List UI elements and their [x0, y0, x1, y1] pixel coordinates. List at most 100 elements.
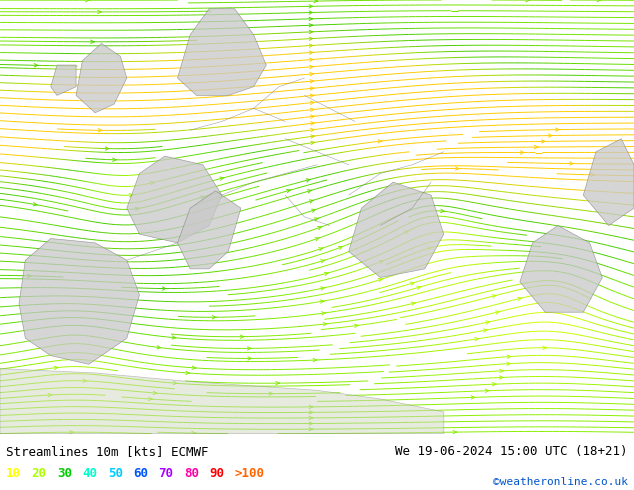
Polygon shape: [178, 191, 241, 269]
FancyArrowPatch shape: [162, 287, 166, 290]
FancyArrowPatch shape: [309, 44, 313, 48]
FancyArrowPatch shape: [507, 362, 511, 366]
FancyArrowPatch shape: [148, 397, 152, 401]
FancyArrowPatch shape: [311, 122, 314, 125]
FancyArrowPatch shape: [500, 376, 503, 379]
FancyArrowPatch shape: [314, 0, 318, 3]
FancyArrowPatch shape: [309, 24, 313, 27]
FancyArrowPatch shape: [521, 151, 524, 154]
FancyArrowPatch shape: [321, 260, 325, 263]
Text: 60: 60: [133, 467, 148, 480]
FancyArrowPatch shape: [309, 416, 313, 419]
Polygon shape: [178, 9, 266, 96]
Text: Streamlines 10m [kts] ECMWF: Streamlines 10m [kts] ECMWF: [6, 445, 209, 458]
FancyArrowPatch shape: [453, 431, 457, 434]
FancyArrowPatch shape: [309, 405, 313, 409]
FancyArrowPatch shape: [313, 359, 317, 362]
FancyArrowPatch shape: [570, 162, 574, 165]
Text: 70: 70: [158, 467, 174, 480]
FancyArrowPatch shape: [200, 196, 205, 199]
FancyArrowPatch shape: [310, 87, 314, 90]
Polygon shape: [520, 225, 602, 312]
Text: 40: 40: [82, 467, 98, 480]
FancyArrowPatch shape: [248, 357, 252, 360]
FancyArrowPatch shape: [404, 231, 409, 234]
FancyArrowPatch shape: [314, 218, 319, 221]
FancyArrowPatch shape: [287, 190, 291, 193]
FancyArrowPatch shape: [379, 261, 384, 264]
FancyArrowPatch shape: [493, 383, 496, 386]
FancyArrowPatch shape: [150, 181, 155, 185]
FancyArrowPatch shape: [309, 5, 313, 8]
FancyArrowPatch shape: [319, 248, 323, 251]
FancyArrowPatch shape: [597, 0, 601, 2]
FancyArrowPatch shape: [153, 391, 157, 394]
FancyArrowPatch shape: [129, 194, 133, 197]
FancyArrowPatch shape: [269, 392, 273, 395]
Text: We 19-06-2024 15:00 UTC (18+21): We 19-06-2024 15:00 UTC (18+21): [395, 445, 628, 458]
FancyArrowPatch shape: [339, 246, 343, 249]
FancyArrowPatch shape: [91, 40, 94, 44]
FancyArrowPatch shape: [192, 431, 196, 435]
FancyArrowPatch shape: [309, 17, 313, 21]
FancyArrowPatch shape: [471, 396, 475, 399]
FancyArrowPatch shape: [507, 355, 511, 358]
FancyArrowPatch shape: [27, 274, 31, 277]
FancyArrowPatch shape: [485, 389, 489, 392]
FancyArrowPatch shape: [500, 369, 503, 372]
FancyArrowPatch shape: [417, 286, 421, 290]
FancyArrowPatch shape: [34, 64, 38, 67]
FancyArrowPatch shape: [135, 207, 139, 211]
Polygon shape: [19, 239, 139, 364]
FancyArrowPatch shape: [276, 382, 280, 385]
FancyArrowPatch shape: [311, 141, 315, 145]
FancyArrowPatch shape: [325, 272, 328, 275]
FancyArrowPatch shape: [496, 311, 500, 314]
FancyArrowPatch shape: [240, 335, 244, 339]
FancyArrowPatch shape: [307, 190, 312, 193]
Text: 80: 80: [184, 467, 199, 480]
FancyArrowPatch shape: [411, 302, 415, 305]
FancyArrowPatch shape: [475, 338, 479, 341]
FancyArrowPatch shape: [309, 200, 314, 203]
FancyArrowPatch shape: [310, 101, 314, 104]
FancyArrowPatch shape: [172, 336, 176, 339]
FancyArrowPatch shape: [310, 73, 314, 76]
FancyArrowPatch shape: [309, 422, 313, 425]
FancyArrowPatch shape: [311, 135, 314, 138]
FancyArrowPatch shape: [33, 202, 37, 206]
FancyArrowPatch shape: [309, 65, 314, 69]
FancyArrowPatch shape: [309, 427, 313, 431]
FancyArrowPatch shape: [219, 196, 223, 199]
FancyArrowPatch shape: [492, 294, 496, 298]
Text: 90: 90: [209, 467, 224, 480]
Text: 50: 50: [108, 467, 123, 480]
FancyArrowPatch shape: [98, 129, 102, 132]
Text: 10: 10: [6, 467, 22, 480]
FancyArrowPatch shape: [410, 282, 415, 285]
FancyArrowPatch shape: [309, 58, 313, 61]
FancyArrowPatch shape: [591, 173, 595, 176]
FancyArrowPatch shape: [83, 379, 87, 382]
FancyArrowPatch shape: [309, 11, 313, 14]
Polygon shape: [127, 156, 222, 243]
FancyArrowPatch shape: [483, 329, 488, 332]
Text: ©weatheronline.co.uk: ©weatheronline.co.uk: [493, 477, 628, 487]
FancyArrowPatch shape: [220, 177, 224, 180]
Text: 20: 20: [32, 467, 47, 480]
FancyArrowPatch shape: [378, 278, 382, 282]
FancyArrowPatch shape: [534, 146, 538, 149]
FancyArrowPatch shape: [543, 346, 547, 349]
FancyArrowPatch shape: [70, 431, 74, 434]
FancyArrowPatch shape: [526, 0, 529, 2]
FancyArrowPatch shape: [311, 108, 314, 111]
FancyArrowPatch shape: [310, 80, 314, 83]
FancyArrowPatch shape: [173, 381, 177, 385]
FancyArrowPatch shape: [321, 287, 325, 290]
FancyArrowPatch shape: [378, 140, 382, 143]
FancyArrowPatch shape: [309, 37, 313, 40]
FancyArrowPatch shape: [555, 128, 559, 131]
FancyArrowPatch shape: [311, 115, 314, 119]
FancyArrowPatch shape: [321, 312, 326, 315]
Polygon shape: [51, 65, 76, 96]
